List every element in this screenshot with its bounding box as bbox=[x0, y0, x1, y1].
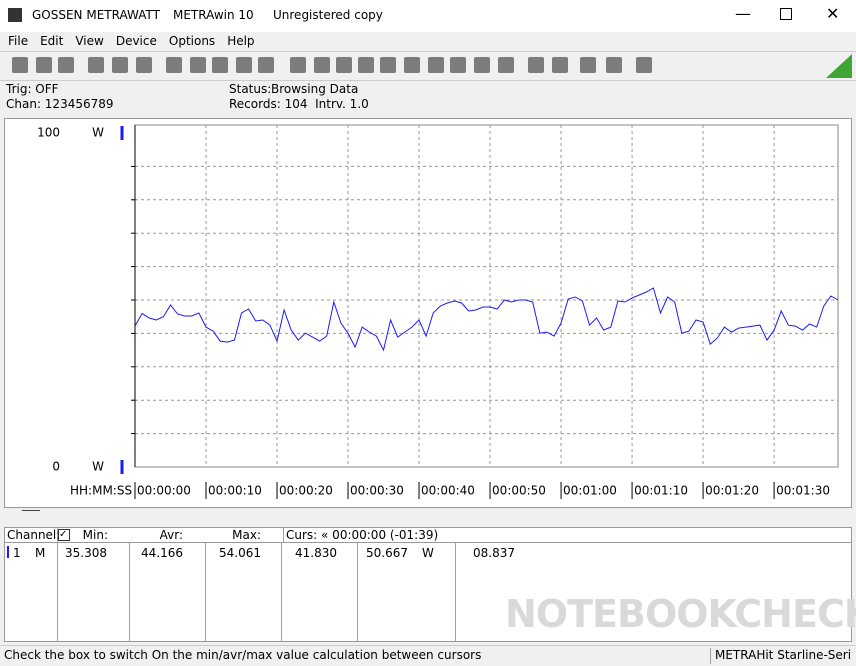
toolbar-button[interactable] bbox=[636, 57, 652, 73]
menu-item[interactable]: File bbox=[8, 34, 29, 48]
header-cursor: Curs: « 00:00:00 (-01:39) bbox=[286, 528, 439, 542]
toolbar-button[interactable] bbox=[36, 57, 52, 73]
header-channel: Channel: bbox=[7, 528, 61, 542]
minimize[interactable]: — bbox=[735, 4, 751, 23]
toolbar-button[interactable] bbox=[58, 57, 74, 73]
toolbar-button[interactable] bbox=[606, 57, 622, 73]
splitter bbox=[22, 510, 40, 511]
toolbar-button[interactable] bbox=[236, 57, 252, 73]
trig: Trig: OFF bbox=[6, 82, 59, 96]
table: Channel: ✓ Min: Avr: Max: Curs: « 00:00:… bbox=[4, 527, 856, 642]
cell: 1 bbox=[13, 546, 21, 560]
cell: 35.308 bbox=[65, 546, 107, 560]
toolbar-button[interactable] bbox=[136, 57, 152, 73]
cell: M bbox=[35, 546, 46, 560]
x-tick-label: 00:00:40 bbox=[421, 484, 475, 498]
menu-item[interactable]: View bbox=[75, 34, 104, 48]
plot-area bbox=[134, 124, 839, 468]
menu-bar: File Edit View Device Options Help bbox=[8, 34, 267, 48]
menu-item[interactable]: Device bbox=[115, 34, 157, 48]
x-tick-label: 00:00:20 bbox=[279, 484, 333, 498]
header-max: Max: bbox=[232, 528, 261, 542]
toolbar-button[interactable] bbox=[212, 57, 228, 73]
toolbar-button[interactable] bbox=[290, 57, 306, 73]
maximize[interactable] bbox=[780, 8, 792, 20]
cell: W bbox=[422, 546, 434, 560]
toolbar-button[interactable] bbox=[428, 57, 444, 73]
x-tick-label: 00:01:30 bbox=[776, 484, 830, 498]
toolbar-button[interactable] bbox=[450, 57, 466, 73]
cell: 41.830 bbox=[295, 546, 337, 560]
toolbar-button[interactable] bbox=[166, 57, 182, 73]
toolbar-button[interactable] bbox=[88, 57, 104, 73]
toolbar-button[interactable] bbox=[404, 57, 420, 73]
chart: 0 W 100 W 00:00:00 00:00:10 00:00:20 00:00:30 00… bbox=[37, 124, 839, 499]
app-icon bbox=[8, 8, 22, 22]
status-bar: Check the box to switch On the min/avr/m… bbox=[0, 645, 856, 666]
toolbar-button[interactable] bbox=[528, 57, 544, 73]
status-label: Status: bbox=[229, 82, 272, 96]
menu-item[interactable]: Help bbox=[227, 34, 255, 48]
chan: Chan: 123456789 bbox=[6, 97, 114, 111]
y-tick-label: 0 bbox=[52, 460, 60, 474]
title: GOSSEN METRAWATT bbox=[32, 8, 160, 22]
x-tick-label: 00:00:10 bbox=[208, 484, 262, 498]
app-name: METRAwin 10 bbox=[173, 8, 254, 22]
toolbar-button[interactable] bbox=[498, 57, 514, 73]
cell: 54.061 bbox=[219, 546, 261, 560]
toolbar-button[interactable] bbox=[112, 57, 128, 73]
data-line bbox=[134, 287, 839, 352]
toolbar-button[interactable] bbox=[12, 57, 28, 73]
toolbar-button[interactable] bbox=[552, 57, 568, 73]
y-unit: W bbox=[92, 126, 104, 140]
signal-icon bbox=[826, 54, 852, 78]
x-tick-label: 00:01:10 bbox=[634, 484, 688, 498]
x-axis-label: HH:MM:SS bbox=[70, 484, 132, 498]
cell: 50.667 bbox=[366, 546, 408, 560]
toolbar-button[interactable] bbox=[580, 57, 596, 73]
x-tick-label: 00:00:30 bbox=[350, 484, 404, 498]
watermark: NOTEBOOKCHECK bbox=[505, 592, 856, 636]
cell: 44.166 bbox=[141, 546, 183, 560]
toolbar-button[interactable] bbox=[474, 57, 490, 73]
x-tick-label: 00:00:00 bbox=[137, 484, 191, 498]
toolbar-button[interactable] bbox=[314, 57, 330, 73]
menu-item[interactable]: Options bbox=[168, 34, 216, 48]
toolbar-button[interactable] bbox=[380, 57, 396, 73]
checkbox[interactable]: ✓ bbox=[58, 529, 70, 541]
x-tick-label: 00:01:20 bbox=[705, 484, 759, 498]
x-tick-label: 00:00:50 bbox=[492, 484, 546, 498]
y-tick-label: 100 bbox=[37, 126, 60, 140]
toolbar-button[interactable] bbox=[258, 57, 274, 73]
records: Records: 104 Intrv. 1.0 bbox=[229, 97, 369, 111]
close[interactable]: ✕ bbox=[826, 4, 840, 23]
cell: 08.837 bbox=[473, 546, 515, 560]
title-bar: GOSSEN METRAWATT METRAwin 10 Unregistere… bbox=[0, 0, 856, 32]
header-avr: Avr: bbox=[159, 528, 183, 542]
y-unit: W bbox=[92, 460, 104, 474]
license: Unregistered copy bbox=[273, 8, 383, 22]
x-tick-label: 00:01:00 bbox=[563, 484, 617, 498]
status: Browsing Data bbox=[271, 82, 359, 96]
toolbar-button[interactable] bbox=[358, 57, 374, 73]
toolbar-button[interactable] bbox=[336, 57, 352, 73]
menu-item[interactable]: Edit bbox=[40, 34, 64, 48]
toolbar bbox=[0, 51, 856, 81]
device: METRAHit Starline-Seri bbox=[715, 648, 852, 662]
status-hint: Check the box to switch On the min/avr/m… bbox=[4, 648, 482, 662]
toolbar-button[interactable] bbox=[190, 57, 206, 73]
header-min: Min: bbox=[82, 528, 108, 542]
